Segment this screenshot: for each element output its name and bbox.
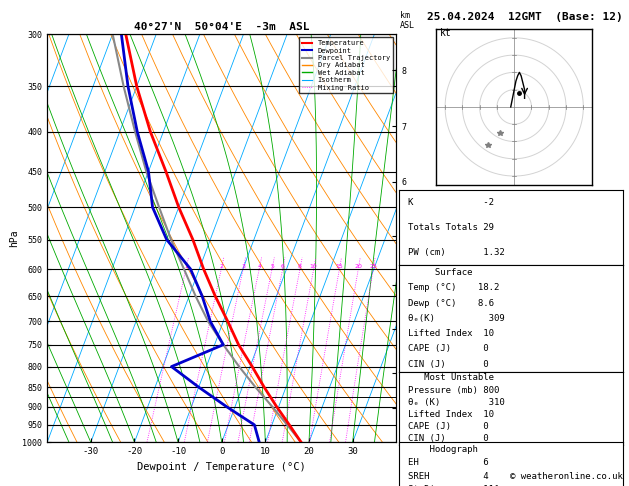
Text: kt: kt: [440, 28, 452, 38]
Text: 2: 2: [220, 264, 223, 269]
Text: Pressure (mb) 800: Pressure (mb) 800: [408, 385, 499, 395]
Text: Hodograph: Hodograph: [408, 445, 478, 453]
Title: 40°27'N  50°04'E  -3m  ASL: 40°27'N 50°04'E -3m ASL: [134, 22, 309, 32]
Text: Lifted Index  10: Lifted Index 10: [408, 410, 494, 419]
Text: CAPE (J)      0: CAPE (J) 0: [408, 422, 489, 431]
Text: Mixing Ratio (g/kg): Mixing Ratio (g/kg): [424, 191, 433, 286]
Text: 8: 8: [298, 264, 302, 269]
Text: 25: 25: [369, 264, 377, 269]
Text: 5: 5: [270, 264, 274, 269]
Legend: Temperature, Dewpoint, Parcel Trajectory, Dry Adiabat, Wet Adiabat, Isotherm, Mi: Temperature, Dewpoint, Parcel Trajectory…: [299, 37, 392, 93]
Text: EH            6: EH 6: [408, 458, 489, 467]
Text: 10: 10: [310, 264, 318, 269]
Y-axis label: hPa: hPa: [9, 229, 19, 247]
Text: Dewp (°C)    8.6: Dewp (°C) 8.6: [408, 298, 494, 308]
Text: 6: 6: [281, 264, 284, 269]
Text: 25.04.2024  12GMT  (Base: 12): 25.04.2024 12GMT (Base: 12): [427, 12, 623, 22]
Text: Surface: Surface: [408, 268, 473, 277]
Text: km
ASL: km ASL: [400, 11, 415, 30]
Text: θₑ(K)          309: θₑ(K) 309: [408, 314, 505, 323]
Text: Most Unstable: Most Unstable: [408, 373, 494, 382]
Text: CIN (J)       0: CIN (J) 0: [408, 434, 489, 443]
Text: LCL: LCL: [400, 393, 415, 401]
Text: 4: 4: [257, 264, 261, 269]
Text: 1: 1: [184, 264, 188, 269]
Text: 20: 20: [354, 264, 362, 269]
Text: θₑ (K)         310: θₑ (K) 310: [408, 398, 505, 407]
X-axis label: Dewpoint / Temperature (°C): Dewpoint / Temperature (°C): [137, 462, 306, 472]
Text: CAPE (J)      0: CAPE (J) 0: [408, 345, 489, 353]
Text: Temp (°C)    18.2: Temp (°C) 18.2: [408, 283, 499, 292]
Text: SREH          4: SREH 4: [408, 472, 489, 481]
Text: K             -2: K -2: [408, 198, 494, 207]
Text: PW (cm)       1.32: PW (cm) 1.32: [408, 248, 505, 257]
Text: CIN (J)       0: CIN (J) 0: [408, 360, 489, 369]
Text: © weatheronline.co.uk: © weatheronline.co.uk: [510, 472, 623, 481]
Text: 15: 15: [335, 264, 343, 269]
Text: Totals Totals 29: Totals Totals 29: [408, 223, 494, 232]
Text: 3: 3: [241, 264, 245, 269]
Text: Lifted Index  10: Lifted Index 10: [408, 329, 494, 338]
